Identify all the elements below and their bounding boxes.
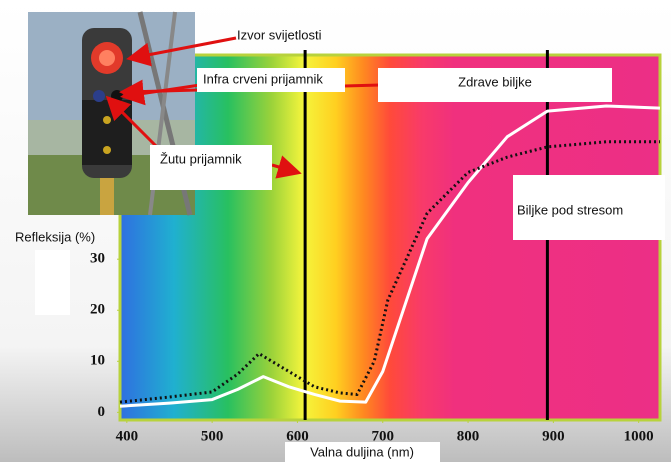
y-tick-label: 20 (90, 302, 105, 318)
y-tick-label: 0 (98, 404, 106, 420)
series-label: Zdrave biljke (458, 74, 532, 89)
label-box (197, 68, 345, 92)
label-box (150, 145, 272, 190)
arrow (105, 95, 162, 152)
series-line (119, 140, 660, 404)
label-box (513, 175, 665, 240)
y-tick-label: 10 (90, 353, 105, 369)
x-axis-label: Valna duljina (nm) (310, 444, 414, 459)
series-line (119, 104, 661, 408)
x-tick-label: 1000 (624, 428, 654, 444)
x-tick-label: 600 (286, 428, 309, 444)
x-tick-label: 800 (457, 428, 480, 444)
label-box (35, 250, 70, 315)
annotation: Infra crveni prijamnik (203, 71, 323, 86)
y-axis-label: Refleksija (%) (15, 229, 95, 244)
y-tick-label: 30 (90, 251, 105, 267)
label-box (285, 442, 440, 462)
x-tick-label: 500 (201, 428, 224, 444)
arrow (126, 36, 237, 67)
series-label: Biljke pod stresom (517, 202, 623, 217)
annotation: Izvor svijetlosti (237, 27, 322, 42)
x-tick-label: 900 (542, 428, 565, 444)
x-tick-label: 400 (116, 428, 139, 444)
x-tick-label: 700 (371, 428, 394, 444)
annotation: Žutu prijamnik (160, 151, 242, 166)
arrow (271, 155, 302, 179)
label-box (378, 68, 612, 102)
